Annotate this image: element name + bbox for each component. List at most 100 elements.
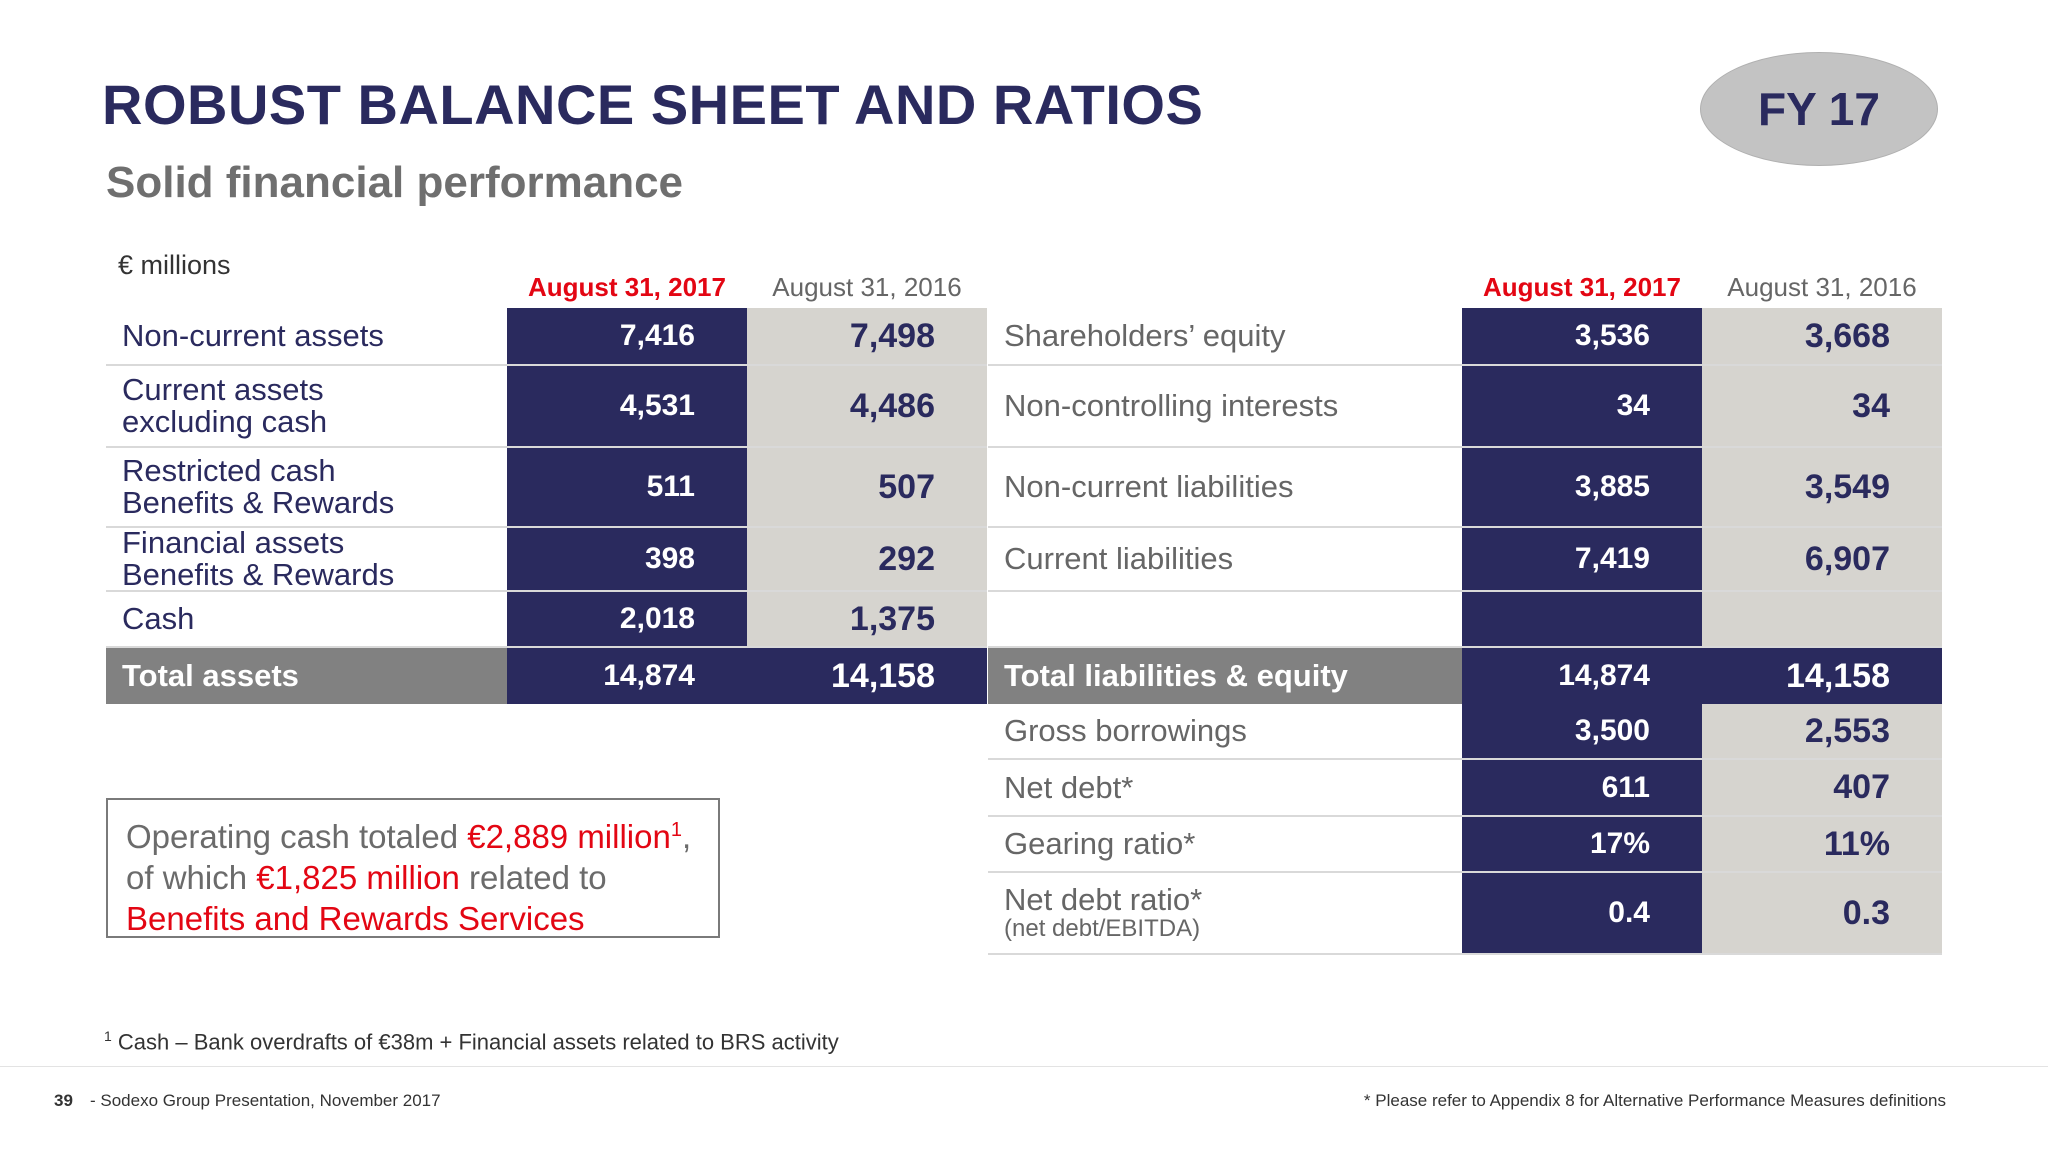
value-2016: 507: [747, 448, 987, 526]
value-2016: [1702, 592, 1942, 646]
callout-text: related to: [459, 859, 607, 896]
page-title: ROBUST BALANCE SHEET AND RATIOS: [102, 73, 1204, 136]
row-label-line: Current assets: [122, 372, 324, 407]
value-2017: [1462, 592, 1702, 646]
table-row: Non-controlling interests 34 34: [988, 366, 1942, 448]
row-label: Financial assets Benefits & Rewards: [106, 527, 507, 592]
callout-text: Operating cash totaled: [126, 818, 468, 855]
value-2016: 14,158: [1702, 648, 1942, 704]
value-2017: 17%: [1462, 817, 1702, 871]
value-2017: 3,885: [1462, 448, 1702, 526]
table-row: Net debt* 611 407: [988, 760, 1942, 817]
unit-label: € millions: [118, 250, 231, 280]
table-row: Cash 2,018 1,375: [106, 592, 987, 648]
row-label: Current assets excluding cash: [106, 366, 507, 446]
value-2017: 7,416: [507, 308, 747, 364]
callout-highlight: Benefits and Rewards Services: [126, 900, 585, 937]
page-subtitle: Solid financial performance: [106, 158, 684, 207]
value-2016: 14,158: [747, 648, 987, 704]
callout-text: ,: [681, 818, 692, 855]
value-2017: 398: [507, 528, 747, 590]
table-row: Current liabilities 7,419 6,907: [988, 528, 1942, 592]
value-2017: 14,874: [507, 648, 747, 704]
callout-line-2: of which €1,825 million related to: [126, 857, 700, 898]
value-2017: 2,018: [507, 592, 747, 646]
total-liabilities-row: Total liabilities & equity 14,874 14,158: [988, 648, 1942, 704]
value-2016: 2,553: [1702, 704, 1942, 758]
value-2016: 0.3: [1702, 873, 1942, 953]
value-2016: 407: [1702, 760, 1942, 815]
row-label-line: Non-current assets: [122, 318, 384, 353]
liabilities-col-header-2017: August 31, 2017: [1483, 272, 1681, 302]
value-2016: 6,907: [1702, 528, 1942, 590]
row-label-line: Net debt ratio*: [1004, 882, 1203, 917]
table-row: Gross borrowings 3,500 2,553: [988, 704, 1942, 760]
total-assets-row: Total assets 14,874 14,158: [106, 648, 987, 704]
apm-footnote: * Please refer to Appendix 8 for Alterna…: [1363, 1091, 1946, 1110]
table-row: Restricted cash Benefits & Rewards 511 5…: [106, 448, 987, 528]
callout-amount: €2,889 million: [467, 818, 671, 855]
liabilities-col-header-2016: August 31, 2016: [1727, 272, 1917, 302]
callout-line-3: Benefits and Rewards Services: [126, 898, 700, 939]
callout-text: of which: [126, 859, 257, 896]
value-2016: 3,549: [1702, 448, 1942, 526]
footer-divider: [0, 1066, 2048, 1067]
presentation-footer: - Sodexo Group Presentation, November 20…: [90, 1091, 441, 1110]
row-label: Gross borrowings: [1004, 713, 1247, 748]
row-label: Non-current assets: [106, 308, 507, 364]
row-label-line: Benefits & Rewards: [122, 485, 395, 520]
value-2016: 7,498: [747, 308, 987, 364]
footnote-text: Cash – Bank overdrafts of €38m + Financi…: [111, 1029, 839, 1055]
value-2016: 34: [1702, 366, 1942, 446]
row-label-line: Benefits & Rewards: [122, 557, 395, 592]
row-label: Restricted cash Benefits & Rewards: [106, 448, 507, 526]
liabilities-table: Shareholders’ equity 3,536 3,668 Non-con…: [988, 308, 1942, 955]
row-label: Gearing ratio*: [1004, 826, 1196, 861]
value-2017: 3,500: [1462, 704, 1702, 758]
row-label: Current liabilities: [1004, 541, 1234, 576]
table-row: [988, 592, 1942, 648]
value-2017: 14,874: [1462, 648, 1702, 704]
row-label-line: Restricted cash: [122, 453, 336, 488]
callout-line-1: Operating cash totaled €2,889 million1,: [126, 810, 700, 857]
value-2017: 4,531: [507, 366, 747, 446]
row-label: [988, 592, 1462, 646]
assets-table: Non-current assets 7,416 7,498 Current a…: [106, 308, 987, 704]
row-label: Non-controlling interests: [1004, 388, 1339, 423]
footnote-marker: 1: [670, 819, 682, 841]
page-number: 39: [54, 1091, 73, 1110]
table-row: Financial assets Benefits & Rewards 398 …: [106, 527, 987, 592]
table-row: Non-current liabilities 3,885 3,549: [988, 448, 1942, 528]
table-row: Shareholders’ equity 3,536 3,668: [988, 308, 1942, 366]
table-row: Non-current assets 7,416 7,498: [106, 308, 987, 366]
value-2016: 1,375: [747, 592, 987, 646]
table-row: Current assets excluding cash 4,531 4,48…: [106, 366, 987, 448]
assets-col-header-2017: August 31, 2017: [528, 272, 726, 302]
value-2017: 611: [1462, 760, 1702, 815]
row-label-line: excluding cash: [122, 404, 328, 439]
row-label: Cash: [106, 592, 507, 646]
row-label: Shareholders’ equity: [1004, 318, 1286, 353]
row-label: Net debt ratio* (net debt/EBITDA): [988, 873, 1462, 953]
assets-col-header-2016: August 31, 2016: [772, 272, 962, 302]
operating-cash-callout: Operating cash totaled €2,889 million1, …: [106, 798, 720, 938]
value-2016: 292: [747, 528, 987, 590]
value-2016: 11%: [1702, 817, 1942, 871]
value-2017: 34: [1462, 366, 1702, 446]
table-row: Gearing ratio* 17% 11%: [988, 817, 1942, 873]
footnote: 1 Cash – Bank overdrafts of €38m + Finan…: [104, 1028, 839, 1055]
value-2016: 3,668: [1702, 308, 1942, 364]
footnote-marker: 1: [104, 1028, 112, 1044]
value-2016: 4,486: [747, 366, 987, 446]
callout-amount: €1,825 million: [256, 859, 460, 896]
row-label-line: Cash: [122, 601, 195, 636]
row-label: Net debt*: [1004, 769, 1134, 805]
value-2017: 7,419: [1462, 528, 1702, 590]
row-label-note: (net debt/EBITDA): [1004, 915, 1201, 942]
fiscal-year-badge: FY 17: [1700, 52, 1938, 166]
row-label: Non-current liabilities: [1004, 469, 1294, 504]
table-row: Net debt ratio* (net debt/EBITDA) 0.4 0.…: [988, 873, 1942, 955]
value-2017: 3,536: [1462, 308, 1702, 364]
value-2017: 511: [507, 448, 747, 526]
value-2017: 0.4: [1462, 873, 1702, 953]
